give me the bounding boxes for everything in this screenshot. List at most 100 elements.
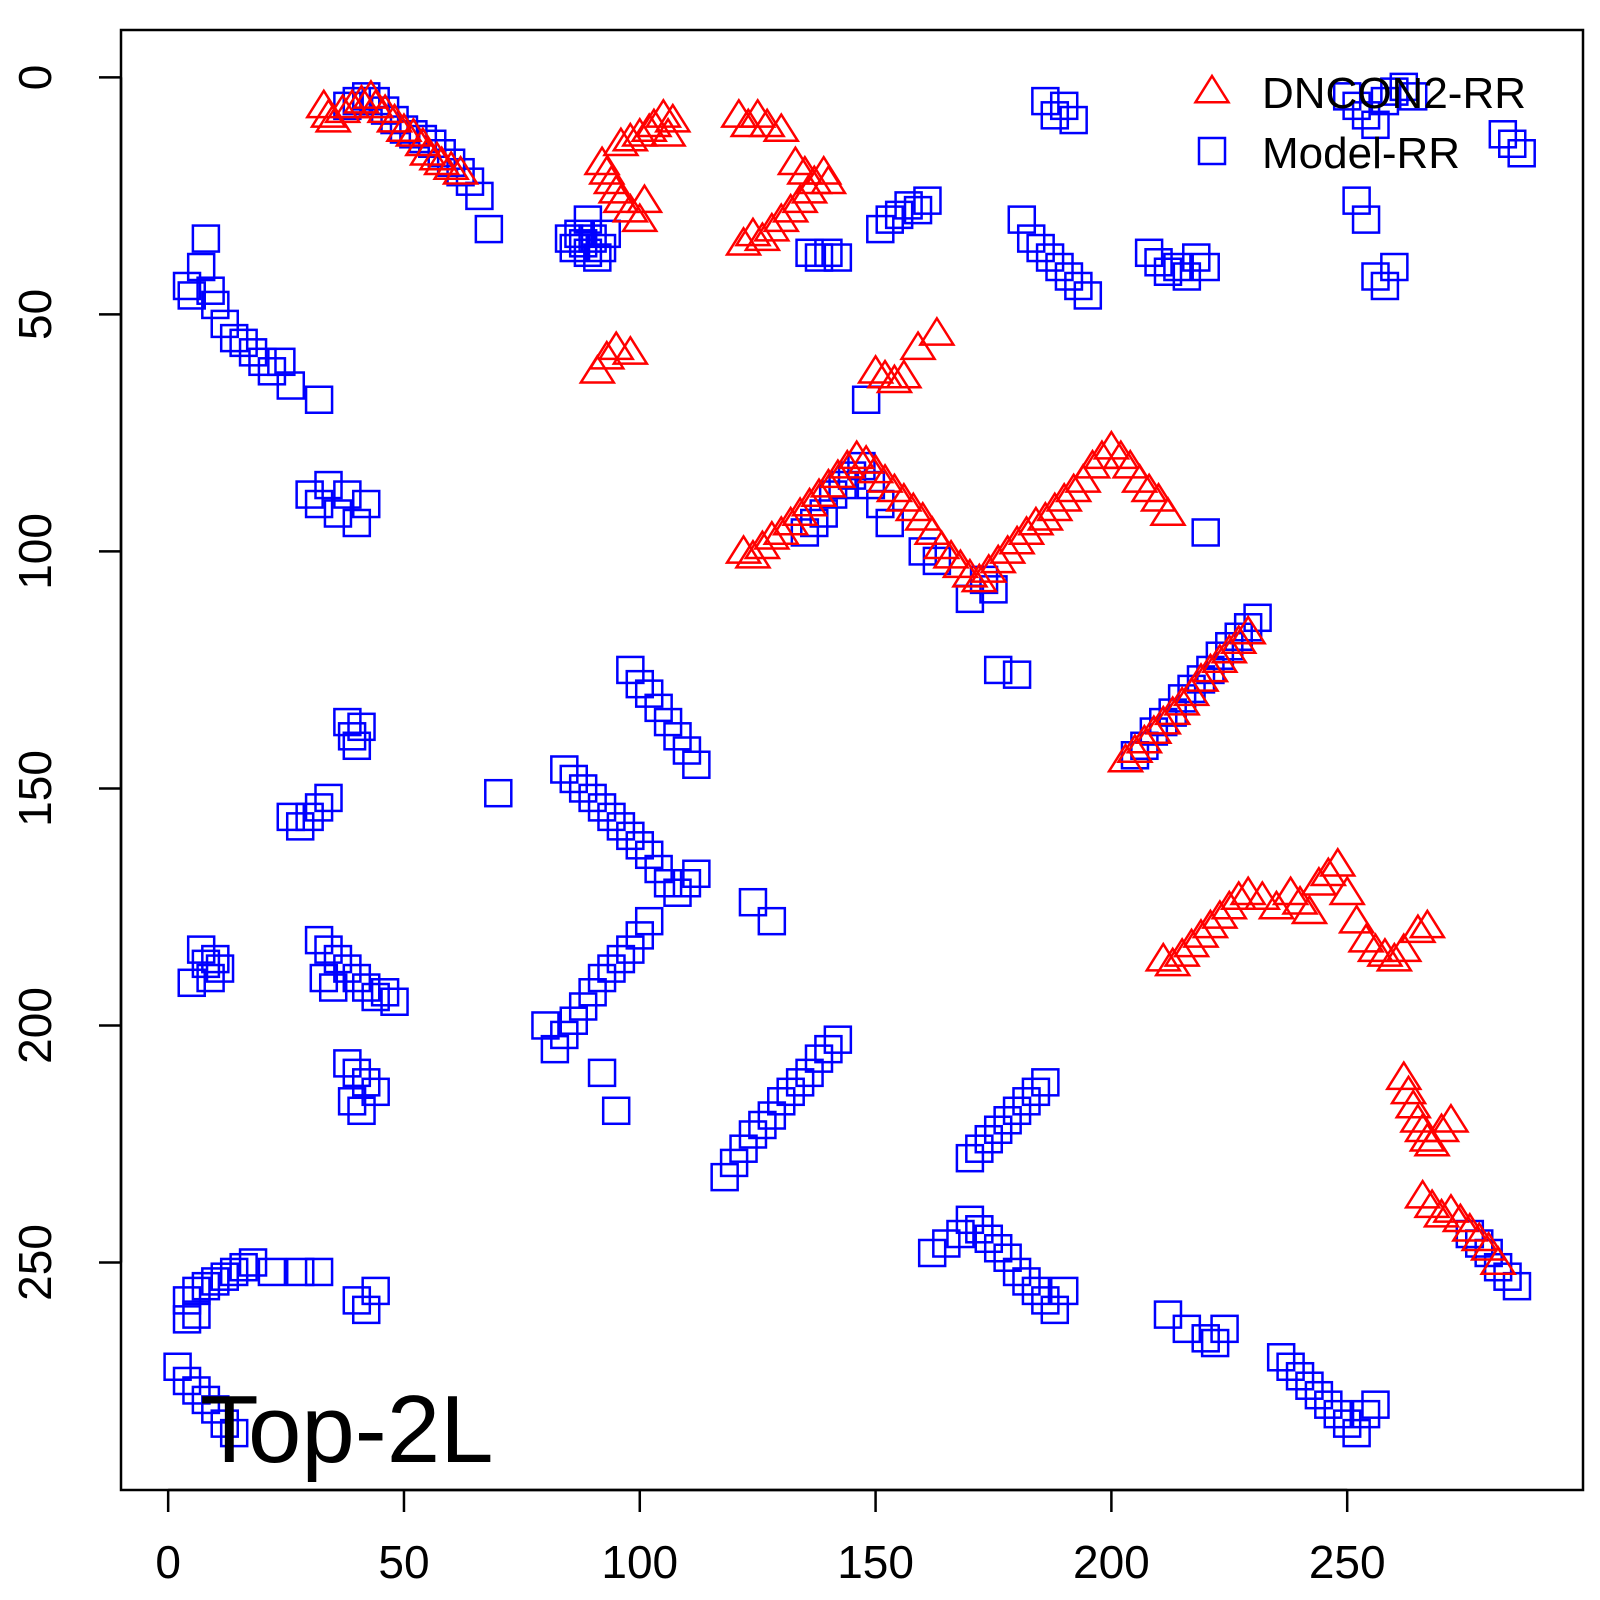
model-rr-point — [196, 963, 225, 993]
legend-label-dncon2-rr: DNCON2-RR — [1262, 69, 1526, 118]
model-rr-point — [201, 290, 230, 320]
model-rr-point — [1342, 91, 1371, 121]
dncon2-rr-point — [729, 107, 768, 138]
model-rr-point — [1507, 138, 1536, 168]
x-tick-label: 150 — [837, 1536, 914, 1588]
model-rr-point — [276, 371, 306, 400]
model-rr-point — [201, 944, 230, 974]
model-rr-point — [1380, 77, 1409, 106]
dncon2-rr-point — [1172, 927, 1211, 958]
model-rr-point — [1493, 1262, 1522, 1291]
dncon2-rr-point — [1153, 695, 1192, 726]
model-rr-point — [601, 1096, 631, 1126]
model-rr-point — [1054, 262, 1084, 291]
model-rr-point — [210, 1262, 240, 1291]
model-rr-point — [172, 1305, 202, 1334]
model-rr-point — [347, 712, 376, 742]
dncon2-rr-point — [970, 553, 1008, 583]
dncon2-rr-point — [1182, 918, 1220, 948]
model-rr-point — [682, 750, 711, 779]
model-rr-point — [1064, 271, 1093, 301]
model-rr-point — [182, 1376, 211, 1405]
model-rr-point — [776, 1077, 805, 1107]
dncon2-rr-point — [441, 154, 480, 185]
model-rr-point — [1153, 257, 1183, 287]
model-rr-point — [370, 978, 400, 1007]
model-rr-point — [818, 480, 848, 509]
dncon2-rr-point — [1219, 624, 1258, 654]
dncon2-rr-point — [1106, 742, 1145, 773]
dncon2-rr-point — [960, 562, 999, 593]
y-tick-label: 250 — [9, 1224, 61, 1301]
model-rr-point — [663, 878, 692, 907]
model-rr-point — [238, 338, 268, 367]
model-rr-point — [295, 802, 324, 832]
dncon2-rr-point — [781, 496, 819, 527]
model-rr-point — [1012, 1267, 1041, 1296]
dncon2-rr-point — [800, 477, 838, 508]
model-rr-point — [785, 1068, 815, 1097]
dncon2-rr-point — [1356, 932, 1395, 963]
model-rr-point — [837, 461, 867, 490]
dncon2-rr-point — [1318, 846, 1357, 877]
model-rr-point — [1021, 1276, 1051, 1306]
dncon2-rr-point — [1385, 1060, 1423, 1091]
model-rr-point — [1210, 1314, 1239, 1344]
dncon2-rr-point — [1469, 1230, 1508, 1261]
model-rr-point — [540, 1034, 570, 1064]
model-rr-point — [219, 1418, 249, 1448]
model-rr-point — [894, 191, 923, 220]
model-rr-point — [682, 859, 711, 889]
model-rr-point — [177, 281, 206, 310]
model-rr-point — [172, 1366, 202, 1396]
model-rr-point — [955, 1205, 985, 1235]
dncon2-rr-point — [1290, 894, 1329, 925]
model-rr-point — [757, 906, 787, 936]
dncon2-rr-point — [1219, 880, 1258, 910]
model-rr-point — [351, 489, 381, 519]
dncon2-rr-point — [1116, 733, 1154, 764]
model-rr-point — [814, 238, 843, 268]
model-rr-point — [1031, 1286, 1060, 1315]
model-rr-point — [361, 1276, 390, 1306]
model-rr-point — [361, 982, 390, 1012]
model-rr-point — [738, 887, 768, 917]
model-rr-point — [248, 347, 277, 377]
model-rr-point — [201, 1267, 230, 1296]
dncon2-rr-point — [422, 145, 461, 176]
dncon2-rr-point — [1328, 875, 1366, 906]
dncon2-rr-point — [1026, 500, 1065, 531]
model-rr-point — [1351, 205, 1381, 234]
dncon2-rr-point — [1191, 908, 1230, 939]
model-rr-point — [578, 783, 607, 813]
model-rr-point — [795, 238, 824, 268]
model-rr-point — [625, 831, 655, 860]
dncon2-rr-point — [1243, 880, 1282, 910]
dncon2-rr-point — [408, 135, 447, 166]
model-rr-point — [1040, 1295, 1070, 1325]
dncon2-rr-point — [1394, 1088, 1432, 1119]
dncon2-rr-point — [1153, 946, 1192, 977]
model-rr-point — [484, 778, 513, 808]
dncon2-rr-point — [809, 467, 848, 498]
model-rr-point — [1285, 1361, 1315, 1391]
dncon2-rr-point — [1375, 941, 1414, 972]
dncon2-rr-point — [1385, 932, 1423, 963]
model-rr-point — [267, 347, 296, 377]
model-rr-point — [1323, 1399, 1353, 1429]
model-rr-point — [182, 1276, 211, 1306]
legend: DNCON2-RR Model-RR — [1193, 69, 1526, 178]
model-rr-point — [1304, 1380, 1334, 1410]
model-rr-point — [1191, 1324, 1220, 1353]
model-rr-point — [1182, 243, 1211, 272]
dncon2-rr-point — [1139, 481, 1178, 512]
dncon2-rr-point — [356, 88, 395, 119]
y-tick-label: 0 — [9, 65, 61, 91]
model-rr-point — [314, 783, 343, 813]
dncon2-rr-point — [1149, 496, 1187, 527]
model-rr-point — [559, 764, 588, 794]
model-rr-point — [342, 508, 372, 538]
model-rr-point — [672, 868, 702, 898]
dncon2-rr-point — [1389, 1074, 1428, 1105]
model-rr-point — [597, 954, 626, 983]
